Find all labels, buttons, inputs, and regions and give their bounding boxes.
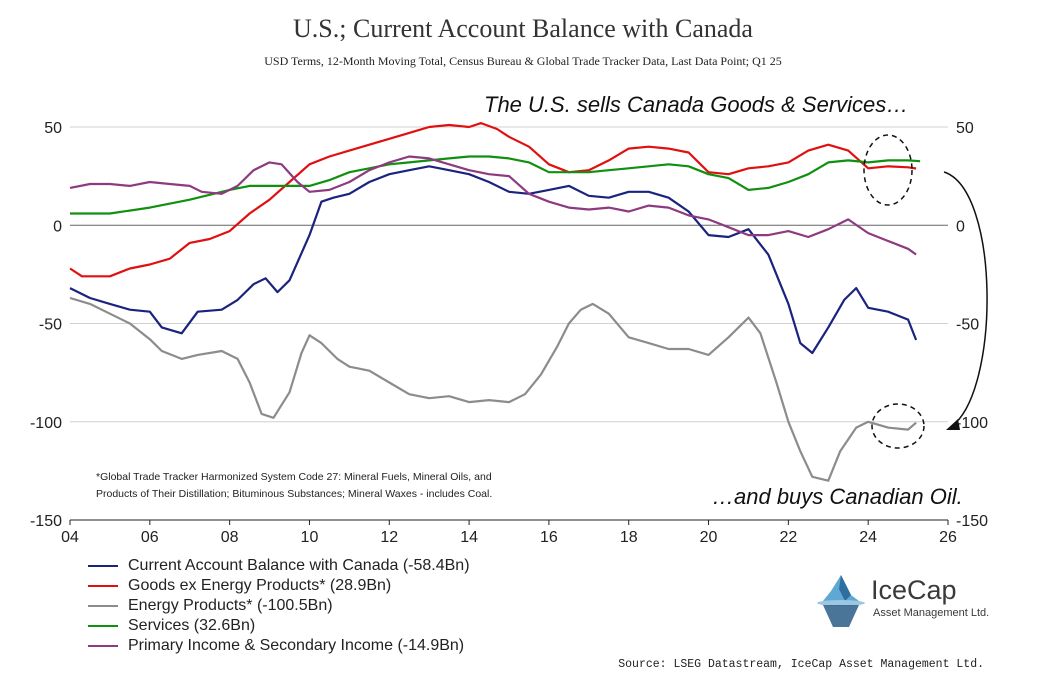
series-line-0 [69, 165, 918, 355]
x-tick-label: 14 [460, 529, 478, 546]
x-tick-label: 10 [301, 529, 319, 546]
legend-label: Primary Income & Secondary Income (-14.9… [128, 637, 465, 654]
highlight-circle-bottom [871, 403, 925, 449]
annotation-bottom: …and buys Canadian Oil. [712, 484, 963, 509]
x-tick-label: 24 [859, 529, 877, 546]
series-lines [69, 122, 921, 482]
footnote-line-2: Products of Their Distillation; Bitumino… [96, 488, 492, 500]
chart-title: U.S.; Current Account Balance with Canad… [293, 14, 753, 43]
legend-item: Services (32.6Bn) [88, 616, 470, 636]
y-tick-left: 0 [53, 218, 62, 235]
markers [863, 134, 988, 449]
legend-swatch [88, 605, 118, 607]
x-tick-label: 16 [540, 529, 558, 546]
y-tick-right: 50 [956, 120, 974, 137]
annotation-top: The U.S. sells Canada Goods & Services… [484, 92, 908, 117]
y-tick-right: -100 [956, 415, 988, 432]
legend-item: Energy Products* (-100.5Bn) [88, 596, 470, 616]
legend-swatch [88, 625, 118, 627]
x-tick-label: 20 [700, 529, 718, 546]
icecap-logo: IceCap Asset Management Ltd. [815, 573, 995, 633]
x-tick-label: 08 [221, 529, 239, 546]
source-note: Source: LSEG Datastream, IceCap Asset Ma… [618, 658, 984, 671]
legend: Current Account Balance with Canada (-58… [88, 556, 470, 656]
legend-label: Services (32.6Bn) [128, 617, 256, 634]
x-tick-label: 06 [141, 529, 159, 546]
grid-lines [70, 126, 948, 423]
logo-name: IceCap [871, 575, 957, 605]
logo-subtitle: Asset Management Ltd. [873, 607, 990, 619]
legend-swatch [88, 565, 118, 567]
x-tick-label: 22 [779, 529, 797, 546]
footnote-line-1: *Global Trade Tracker Harmonized System … [96, 471, 492, 483]
legend-item: Current Account Balance with Canada (-58… [88, 556, 470, 576]
iceberg-icon [817, 575, 865, 627]
series-line-2 [69, 296, 917, 482]
legend-label: Energy Products* (-100.5Bn) [128, 597, 333, 614]
series-line-3 [70, 155, 921, 215]
legend-item: Goods ex Energy Products* (28.9Bn) [88, 576, 470, 596]
x-tick-label: 26 [939, 529, 957, 546]
y-tick-right: -50 [956, 317, 979, 334]
y-tick-left: 50 [44, 120, 62, 137]
series-line-1 [69, 122, 917, 278]
x-tick-label: 04 [61, 529, 79, 546]
highlight-circle-top [863, 134, 913, 206]
chart-subtitle: USD Terms, 12-Month Moving Total, Census… [264, 54, 782, 68]
legend-swatch [88, 645, 118, 647]
y-tick-right: 0 [956, 218, 965, 235]
series-line-4 [69, 155, 917, 256]
x-tick-label: 12 [380, 529, 398, 546]
y-tick-left: -100 [30, 415, 62, 432]
x-tick-label: 18 [620, 529, 638, 546]
legend-label: Current Account Balance with Canada (-58… [128, 557, 470, 574]
y-tick-left: -150 [30, 513, 62, 530]
legend-item: Primary Income & Secondary Income (-14.9… [88, 636, 470, 656]
legend-swatch [88, 585, 118, 587]
curved-arrow [943, 171, 988, 427]
arrow-head [946, 419, 960, 430]
y-tick-right: -150 [956, 513, 988, 530]
legend-label: Goods ex Energy Products* (28.9Bn) [128, 577, 392, 594]
y-tick-left: -50 [39, 317, 62, 334]
